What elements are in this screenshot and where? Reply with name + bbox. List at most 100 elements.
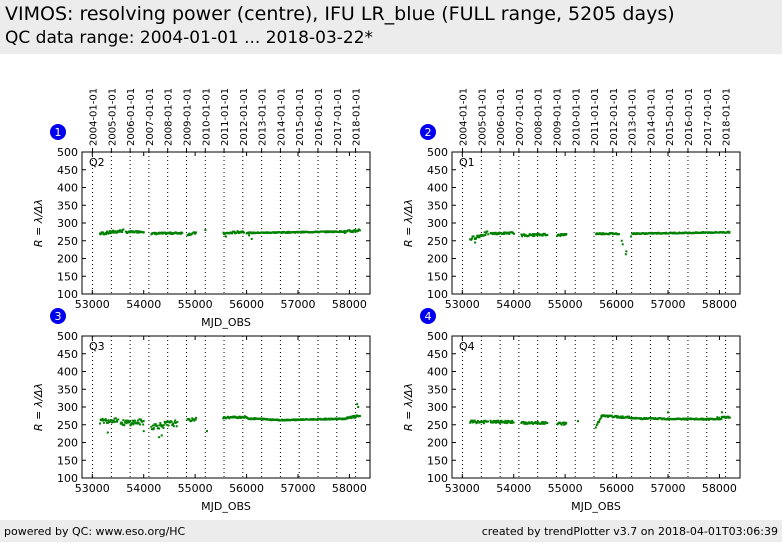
data-point (620, 415, 623, 418)
data-point (194, 231, 197, 234)
x-tick-label: 57000 (651, 298, 686, 311)
chart-panel-2: 100 150 200 250 300 350 400 450 500 53000 54000 550… (402, 88, 741, 311)
data-point (543, 422, 546, 425)
y-tick-label: 200 (427, 253, 448, 266)
data-point (112, 229, 115, 232)
data-point (541, 421, 544, 424)
y-tick-label: 100 (57, 472, 78, 485)
date-tick-label: 2005-01-01 (107, 88, 118, 146)
data-point (142, 231, 145, 234)
data-point (478, 236, 481, 239)
x-tick-label: 54000 (496, 482, 531, 495)
data-point (535, 232, 538, 235)
data-point (500, 419, 503, 422)
data-point (600, 416, 603, 419)
data-point (106, 431, 109, 434)
data-point (353, 229, 356, 232)
x-tick-label: 55000 (178, 482, 213, 495)
y-tick-label: 450 (427, 164, 448, 177)
data-point (509, 420, 512, 423)
data-point (306, 230, 309, 233)
data-point (354, 415, 357, 418)
data-point (250, 237, 253, 240)
data-point (599, 417, 602, 420)
data-point (322, 418, 325, 421)
data-point (625, 250, 628, 253)
y-tick-label: 450 (427, 348, 448, 361)
data-point (108, 230, 111, 233)
chart-panel-1: 100 150 200 250 300 350 400 450 500 53000 54000 550… (32, 88, 371, 329)
date-tick-label: 2013-01-01 (628, 88, 639, 146)
data-point (596, 422, 599, 425)
panel-badge (50, 124, 66, 140)
date-tick-label: 2010-01-01 (571, 88, 582, 146)
data-point (105, 419, 108, 422)
data-point (123, 424, 126, 427)
data-point (190, 419, 193, 422)
data-point (564, 423, 567, 426)
data-point (127, 421, 130, 424)
data-point (108, 232, 111, 235)
data-point (486, 420, 489, 423)
plot-frame (81, 335, 371, 479)
y-tick-label: 150 (57, 270, 78, 283)
data-point (718, 416, 721, 419)
data-point (111, 421, 114, 424)
data-point (116, 420, 119, 423)
date-tick-label: 2008-01-01 (164, 88, 175, 146)
data-point (114, 230, 117, 233)
data-point (615, 414, 618, 417)
data-point (193, 418, 196, 421)
data-point (228, 232, 231, 235)
data-point (512, 232, 515, 235)
data-point (157, 427, 160, 430)
date-tick-label: 2011-01-01 (590, 88, 601, 146)
x-tick-label: 53000 (75, 298, 110, 311)
data-point (158, 424, 161, 427)
data-point (537, 421, 540, 424)
data-point (110, 419, 113, 422)
data-point (521, 234, 524, 237)
date-tick-label: 2016-01-01 (684, 88, 695, 146)
data-point (100, 419, 103, 422)
data-point (577, 420, 579, 423)
data-point (287, 230, 290, 233)
data-point (357, 406, 360, 408)
x-tick-label: 55000 (548, 482, 583, 495)
x-tick-label: 53000 (445, 482, 480, 495)
data-point (562, 233, 565, 236)
x-axis-label: MJD_OBS (201, 316, 251, 329)
panel-badge-number: 2 (425, 126, 432, 139)
data-point (131, 422, 134, 425)
x-tick-label: 56000 (599, 298, 634, 311)
data-point (665, 231, 668, 234)
data-point (532, 233, 535, 236)
data-point (235, 231, 238, 234)
data-point (523, 422, 526, 425)
data-point (168, 232, 171, 235)
data-point (625, 416, 628, 419)
x-tick-label: 56000 (229, 482, 264, 495)
data-point (487, 233, 490, 236)
data-point (546, 234, 549, 237)
data-point (345, 416, 348, 419)
y-tick-label: 250 (427, 419, 448, 432)
data-point (643, 417, 646, 420)
data-point (617, 233, 620, 236)
data-point (353, 416, 356, 419)
data-point (118, 229, 121, 232)
y-tick-label: 100 (57, 288, 78, 301)
data-point (165, 423, 168, 426)
date-tick-label: 2006-01-01 (126, 88, 137, 146)
y-tick-label: 300 (427, 401, 448, 414)
plot-frame (451, 151, 741, 295)
data-point (194, 418, 197, 421)
data-point (124, 421, 127, 424)
data-point (624, 253, 627, 256)
data-point (520, 422, 523, 425)
data-point (629, 235, 632, 238)
data-point (122, 419, 125, 422)
data-point (474, 421, 477, 424)
data-point (135, 230, 138, 233)
